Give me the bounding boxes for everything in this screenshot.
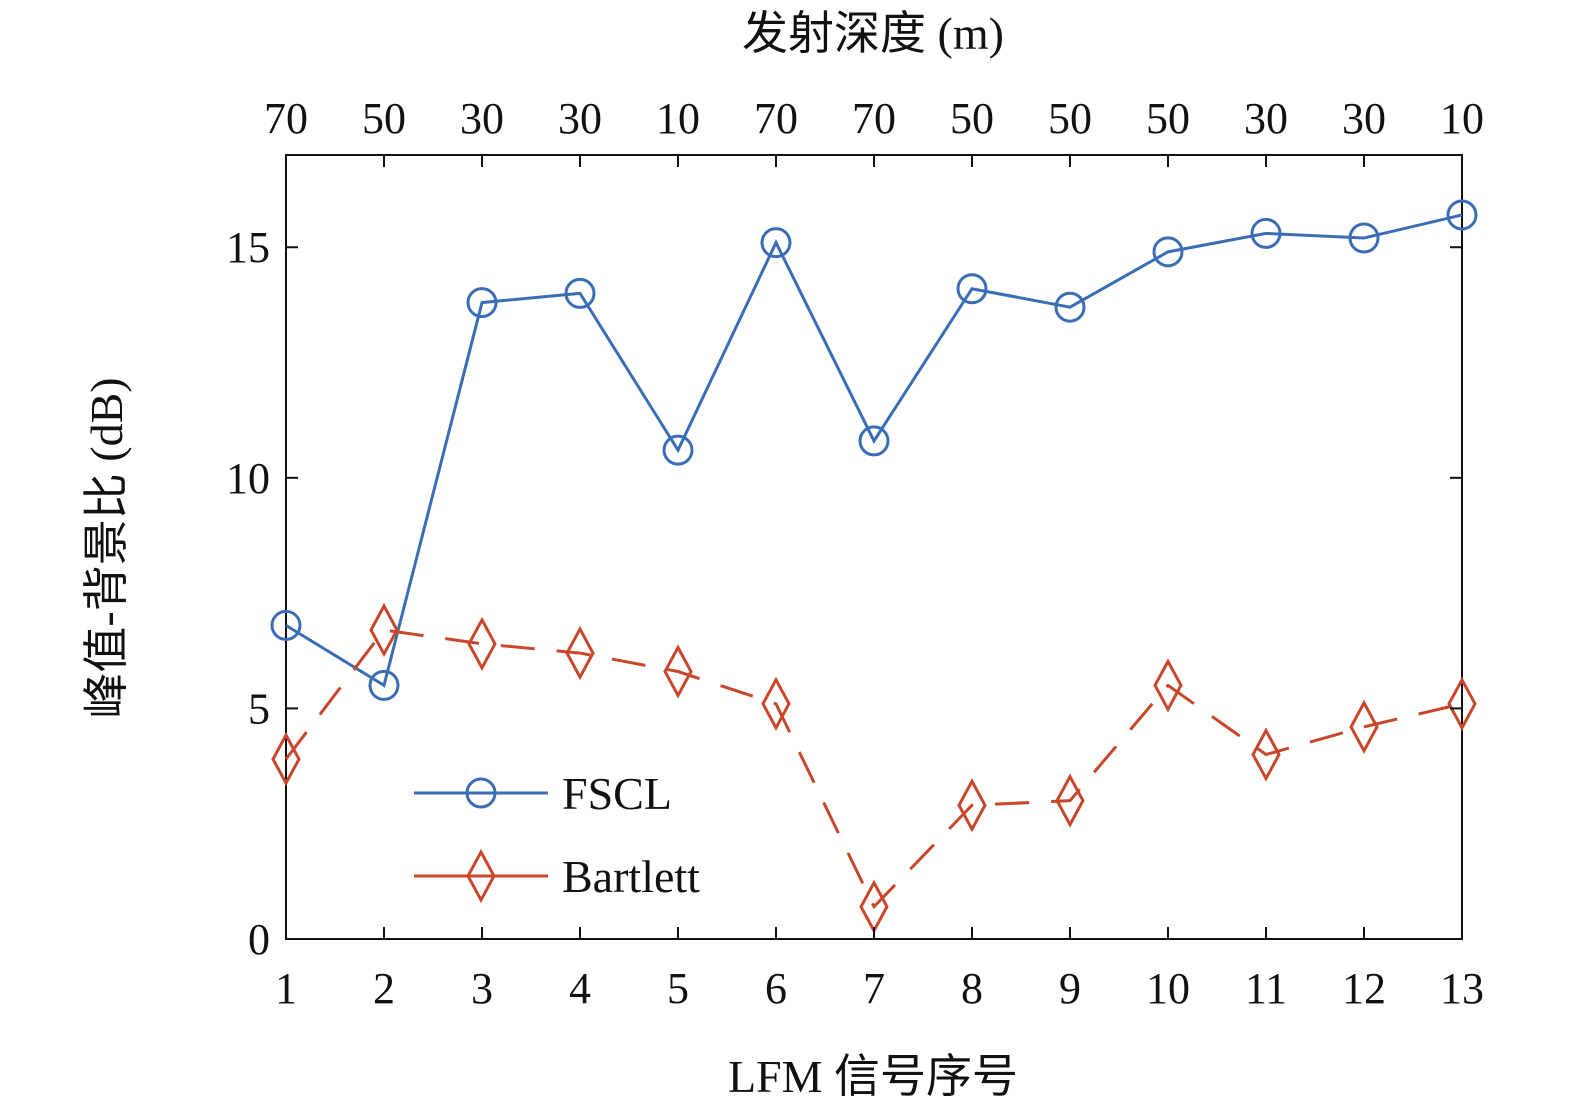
data-point-bartlett <box>1153 658 1183 713</box>
y-tick-label: 10 <box>226 454 270 503</box>
data-point-bartlett <box>1251 727 1281 782</box>
data-point-bartlett <box>761 676 791 731</box>
x-tick-label: 11 <box>1245 964 1287 1013</box>
top-x-tick-label: 50 <box>1146 94 1190 143</box>
data-point-bartlett <box>369 602 399 658</box>
y-axis-title: 峰值-背景比 (dB) <box>81 377 132 718</box>
legend-marker-fscl <box>465 777 497 809</box>
x-tick-label: 10 <box>1146 964 1190 1013</box>
series-layer <box>270 199 1478 934</box>
x-tick-label: 9 <box>1059 964 1081 1013</box>
top-x-tick-label: 10 <box>656 94 700 143</box>
legend-marker-bartlett <box>466 848 496 904</box>
x-tick-label: 3 <box>471 964 493 1013</box>
legend-label-bartlett: Bartlett <box>562 851 700 902</box>
top-x-tick-label: 70 <box>754 94 798 143</box>
data-point-fscl <box>858 425 890 457</box>
x-tick-label: 13 <box>1440 964 1484 1013</box>
plot-frame <box>285 154 1463 940</box>
data-point-bartlett <box>957 778 987 833</box>
top-x-tick-label: 30 <box>558 94 602 143</box>
legend-label-fscl: FSCL <box>562 768 672 819</box>
plot-border <box>285 154 1463 940</box>
y-tick-label: 5 <box>248 684 270 733</box>
top-x-tick-label: 10 <box>1440 94 1484 143</box>
x-tick-label: 5 <box>667 964 689 1013</box>
y-tick-label: 15 <box>226 223 270 272</box>
data-point-fscl <box>466 287 498 319</box>
x-tick-label: 1 <box>275 964 297 1013</box>
data-point-bartlett <box>663 644 693 699</box>
x-axis-title: LFM 信号序号 <box>728 1051 1018 1102</box>
top-x-axis-title: 发射深度 (m) <box>742 8 1004 59</box>
top-x-tick-label: 70 <box>264 94 308 143</box>
data-point-fscl <box>564 277 596 309</box>
data-point-fscl <box>1446 199 1478 231</box>
top-x-tick-label: 30 <box>1342 94 1386 143</box>
legend-item-fscl: FSCL <box>414 768 672 819</box>
top-x-tick-label: 70 <box>852 94 896 143</box>
top-x-tick-label: 50 <box>1048 94 1092 143</box>
x-tick-label: 12 <box>1342 964 1386 1013</box>
data-point-fscl <box>368 669 400 701</box>
data-point-bartlett <box>467 616 497 671</box>
data-point-fscl <box>1348 222 1380 254</box>
legend: FSCL Bartlett <box>414 768 700 904</box>
series-line-fscl <box>285 213 1463 688</box>
top-x-tick-label: 30 <box>460 94 504 143</box>
data-point-fscl <box>1054 291 1086 323</box>
data-point-fscl <box>956 273 988 305</box>
data-point-fscl <box>1250 217 1282 249</box>
x-tick-label: 8 <box>961 964 983 1013</box>
x-tick-label: 7 <box>863 964 885 1013</box>
data-point-bartlett <box>271 731 301 787</box>
data-point-bartlett <box>1055 773 1085 828</box>
y-tick-label: 0 <box>248 915 270 964</box>
x-tick-label: 6 <box>765 964 787 1013</box>
series-line-bartlett <box>284 628 1463 910</box>
data-point-fscl <box>270 609 302 641</box>
top-x-tick-label: 30 <box>1244 94 1288 143</box>
data-point-fscl <box>662 434 694 466</box>
x-tick-label: 2 <box>373 964 395 1013</box>
data-point-fscl <box>1152 236 1184 268</box>
data-point-bartlett <box>1349 699 1379 755</box>
ticks-layer: 1702503304305106707708509501050113012301… <box>226 94 1484 1013</box>
x-tick-label: 4 <box>569 964 591 1013</box>
legend-item-bartlett: Bartlett <box>414 848 700 904</box>
data-point-bartlett <box>565 625 595 681</box>
top-x-tick-label: 50 <box>950 94 994 143</box>
data-point-bartlett <box>1447 676 1477 731</box>
data-point-fscl <box>760 227 792 259</box>
top-x-tick-label: 50 <box>362 94 406 143</box>
